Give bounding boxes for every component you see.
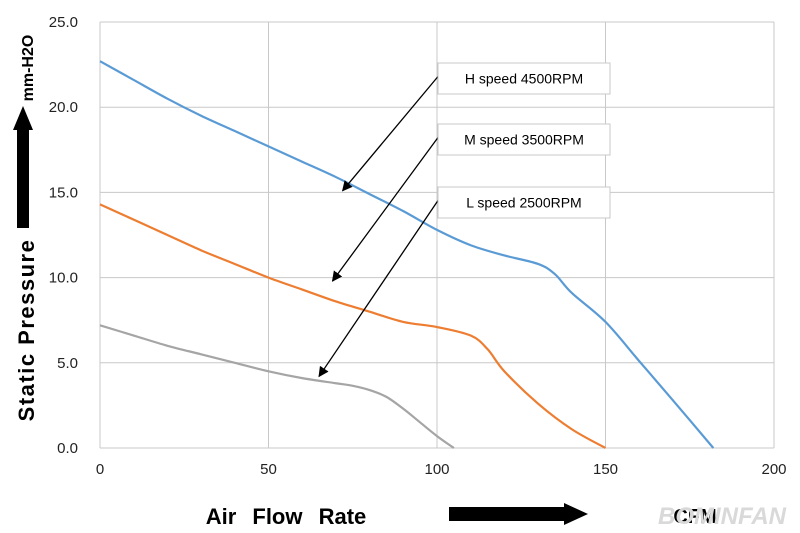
annotation-label-l: L speed 2500RPM (466, 195, 581, 211)
x-tick-label: 0 (96, 461, 104, 478)
annotation-box-h (437, 62, 611, 95)
annotation-arrow-m (331, 137, 439, 282)
annotation-arrow-l (318, 200, 439, 378)
x-axis-label: Air Flow Rate (206, 504, 367, 529)
x-tick-label: 200 (761, 461, 786, 478)
annotation-arrow-h (341, 76, 439, 192)
y-axis-arrow-head (13, 106, 33, 130)
series-lines (99, 60, 715, 449)
y-tick-label: 20.0 (49, 99, 78, 116)
x-axis-label-group: Air Flow Rate CFM (206, 503, 717, 529)
y-axis-unit: mm-H2O (20, 35, 37, 102)
annotation-box-m (437, 123, 611, 156)
y-tick-label: 25.0 (49, 14, 78, 31)
x-axis-unit: CFM (673, 506, 716, 528)
y-tick-label: 10.0 (49, 270, 78, 287)
annotations: H speed 4500RPM M speed 3500RPM L speed 25… (318, 62, 611, 378)
series-line-m-speed (99, 203, 607, 449)
watermark-text: BOMINFAN (658, 503, 787, 530)
x-tick-label: 100 (424, 461, 449, 478)
annotation-label-h: H speed 4500RPM (465, 71, 583, 87)
y-axis-label-group: Static Pressure mm-H2O (13, 35, 39, 422)
x-tick-label: 50 (260, 461, 277, 478)
x-axis-arrow-shaft (449, 507, 567, 521)
grid (99, 21, 775, 449)
y-tick-label: 15.0 (49, 184, 78, 201)
watermark: BOMINFAN (658, 503, 787, 530)
y-axis-arrow-shaft (17, 128, 29, 228)
y-axis-label: Static Pressure (14, 239, 39, 422)
y-tick-label: 0.0 (57, 440, 78, 457)
tick-labels: 0 50 100 150 200 0.0 5.0 10.0 15.0 20.0 25.0 (49, 14, 787, 478)
x-tick-label: 150 (593, 461, 618, 478)
annotation-label-m: M speed 3500RPM (464, 132, 584, 148)
x-axis-arrow-head (564, 503, 588, 525)
annotation-box-l (437, 186, 611, 219)
y-tick-label: 5.0 (57, 355, 78, 372)
series-line-h-speed (99, 60, 715, 449)
series-line-l-speed (99, 324, 455, 449)
